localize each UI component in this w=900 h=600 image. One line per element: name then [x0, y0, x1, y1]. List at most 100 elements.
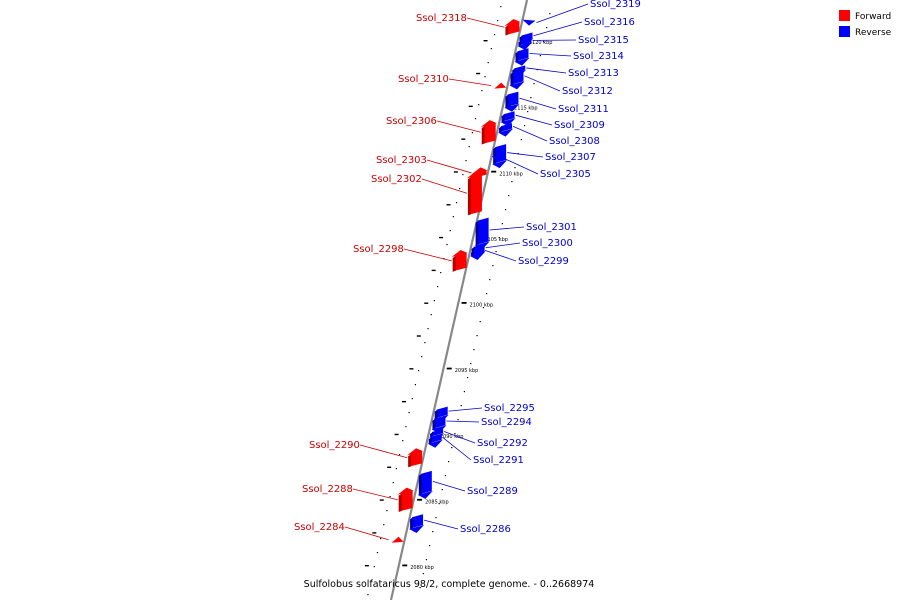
gene-ssol-2311[interactable] — [504, 91, 520, 112]
gene-ssol-2305[interactable] — [491, 156, 505, 163]
gene-shadow — [471, 250, 475, 256]
gene-label[interactable]: Ssol_2298 — [353, 244, 404, 255]
track-dot — [460, 405, 462, 407]
gene-ssol-2310[interactable] — [494, 82, 507, 89]
gene-label[interactable]: Ssol_2291 — [473, 455, 524, 466]
gene-arrow-tip — [407, 448, 424, 456]
track-dot — [462, 174, 464, 176]
gene-label[interactable]: Ssol_2314 — [573, 51, 624, 62]
gene-arrow-tip — [417, 490, 433, 499]
track-dot — [429, 545, 431, 547]
gene-label[interactable]: Ssol_2310 — [398, 74, 449, 85]
gene-label[interactable]: Ssol_2289 — [467, 486, 518, 497]
gene-label[interactable]: Ssol_2300 — [522, 238, 573, 249]
track-dot — [451, 447, 453, 449]
gene-ssol-2312[interactable] — [509, 69, 525, 90]
gene-ssol-2299[interactable] — [470, 247, 486, 260]
track-dot — [433, 300, 435, 302]
gene-label[interactable]: Ssol_2307 — [545, 152, 596, 163]
gene-label[interactable]: Ssol_2311 — [558, 104, 609, 115]
tick-label: 2120 kbp — [529, 40, 553, 46]
minor-tick — [453, 171, 458, 173]
minor-tick — [379, 499, 384, 501]
gene-ssol-2291[interactable] — [427, 434, 443, 448]
gene-arrow-tip — [514, 57, 530, 66]
gene-label[interactable]: Ssol_2319 — [590, 0, 641, 10]
gene-ssol-2288[interactable] — [397, 487, 414, 512]
track-dot — [500, 6, 502, 8]
gene-label[interactable]: Ssol_2301 — [526, 222, 577, 233]
track-dot — [395, 468, 398, 470]
gene-body — [517, 48, 529, 61]
gene-ssol-2302[interactable] — [466, 171, 483, 216]
track-dot — [542, 41, 545, 43]
minor-tick — [446, 204, 451, 206]
gene-ssol-2290[interactable] — [407, 448, 424, 468]
gene-leader-line — [448, 78, 492, 87]
major-tick — [491, 170, 497, 173]
gene-label[interactable]: Ssol_2309 — [554, 120, 605, 131]
track-dot — [463, 391, 466, 393]
gene-ssol-2314[interactable] — [514, 48, 530, 66]
tick-label: 2095 kbp — [455, 368, 479, 374]
legend-label-forward: Forward — [855, 12, 891, 22]
gene-label[interactable]: Ssol_2315 — [578, 35, 629, 46]
gene-leader-line — [485, 242, 521, 249]
track-dot — [421, 356, 423, 358]
gene-ssol-2309[interactable] — [500, 111, 516, 127]
minor-tick — [387, 466, 392, 468]
gene-body — [432, 428, 444, 437]
gene-label[interactable]: Ssol_2284 — [294, 522, 345, 533]
gene-label[interactable]: Ssol_2295 — [484, 403, 535, 414]
gene-ssol-2284[interactable] — [391, 536, 404, 543]
gene-label[interactable]: Ssol_2308 — [549, 136, 600, 147]
gene-label[interactable]: Ssol_2302 — [371, 174, 422, 185]
legend-swatch-reverse — [839, 26, 850, 37]
gene-ssol-2315[interactable] — [517, 37, 533, 50]
gene-label[interactable]: Ssol_2312 — [562, 86, 613, 97]
gene-body — [454, 253, 467, 271]
gene-body — [507, 22, 520, 35]
gene-label[interactable]: Ssol_2286 — [460, 524, 511, 535]
gene-label[interactable]: Ssol_2294 — [481, 417, 532, 428]
track-dot — [447, 461, 450, 463]
tick-label: 2080 kbp — [410, 565, 434, 571]
gene-ssol-2298[interactable] — [451, 250, 468, 272]
gene-ssol-2294[interactable] — [431, 415, 447, 434]
gene-label[interactable]: Ssol_2313 — [568, 68, 619, 79]
gene-leader-line — [526, 67, 567, 74]
gene-ssol-2289[interactable] — [417, 470, 433, 499]
gene-arrow-tip — [492, 160, 508, 169]
gene-body — [430, 434, 442, 443]
gene-label[interactable]: Ssol_2299 — [518, 256, 569, 267]
major-tick — [402, 564, 408, 567]
gene-ssol-2319[interactable] — [522, 19, 536, 26]
gene-ssol-2318[interactable] — [504, 19, 521, 36]
gene-body — [507, 91, 519, 107]
gene-label[interactable]: Ssol_2316 — [584, 17, 635, 28]
gene-labels: Ssol_2318 Ssol_2319 Ssol_2316 Ssol_2315 Ssol… — [294, 0, 641, 541]
gene-leader-line — [421, 178, 468, 194]
gene-label[interactable]: Ssol_2305 — [540, 169, 591, 180]
gene-leader-line — [515, 114, 553, 126]
gene-arrow-tip — [494, 82, 507, 89]
gene-body — [473, 247, 485, 255]
gene-label[interactable]: Ssol_2318 — [416, 13, 467, 24]
gene-label[interactable]: Ssol_2303 — [376, 155, 427, 166]
gene-arrow-tip — [470, 252, 486, 260]
gene-shadow — [408, 454, 412, 468]
gene-label[interactable]: Ssol_2290 — [309, 440, 360, 451]
gene-ssol-2286[interactable] — [409, 514, 425, 533]
track-dot — [376, 552, 379, 554]
gene-label[interactable]: Ssol_2292 — [477, 438, 528, 449]
gene-label[interactable]: Ssol_2288 — [302, 484, 353, 495]
gene-label[interactable]: Ssol_2306 — [386, 116, 437, 127]
track-dot — [484, 76, 486, 78]
gene-arrow-tip — [466, 171, 483, 179]
gene-ssol-2306[interactable] — [480, 120, 497, 145]
gene-leader-line — [536, 3, 589, 24]
gene-ssol-2308[interactable] — [498, 123, 514, 137]
track-dot — [533, 83, 535, 85]
track-dot — [523, 125, 526, 127]
